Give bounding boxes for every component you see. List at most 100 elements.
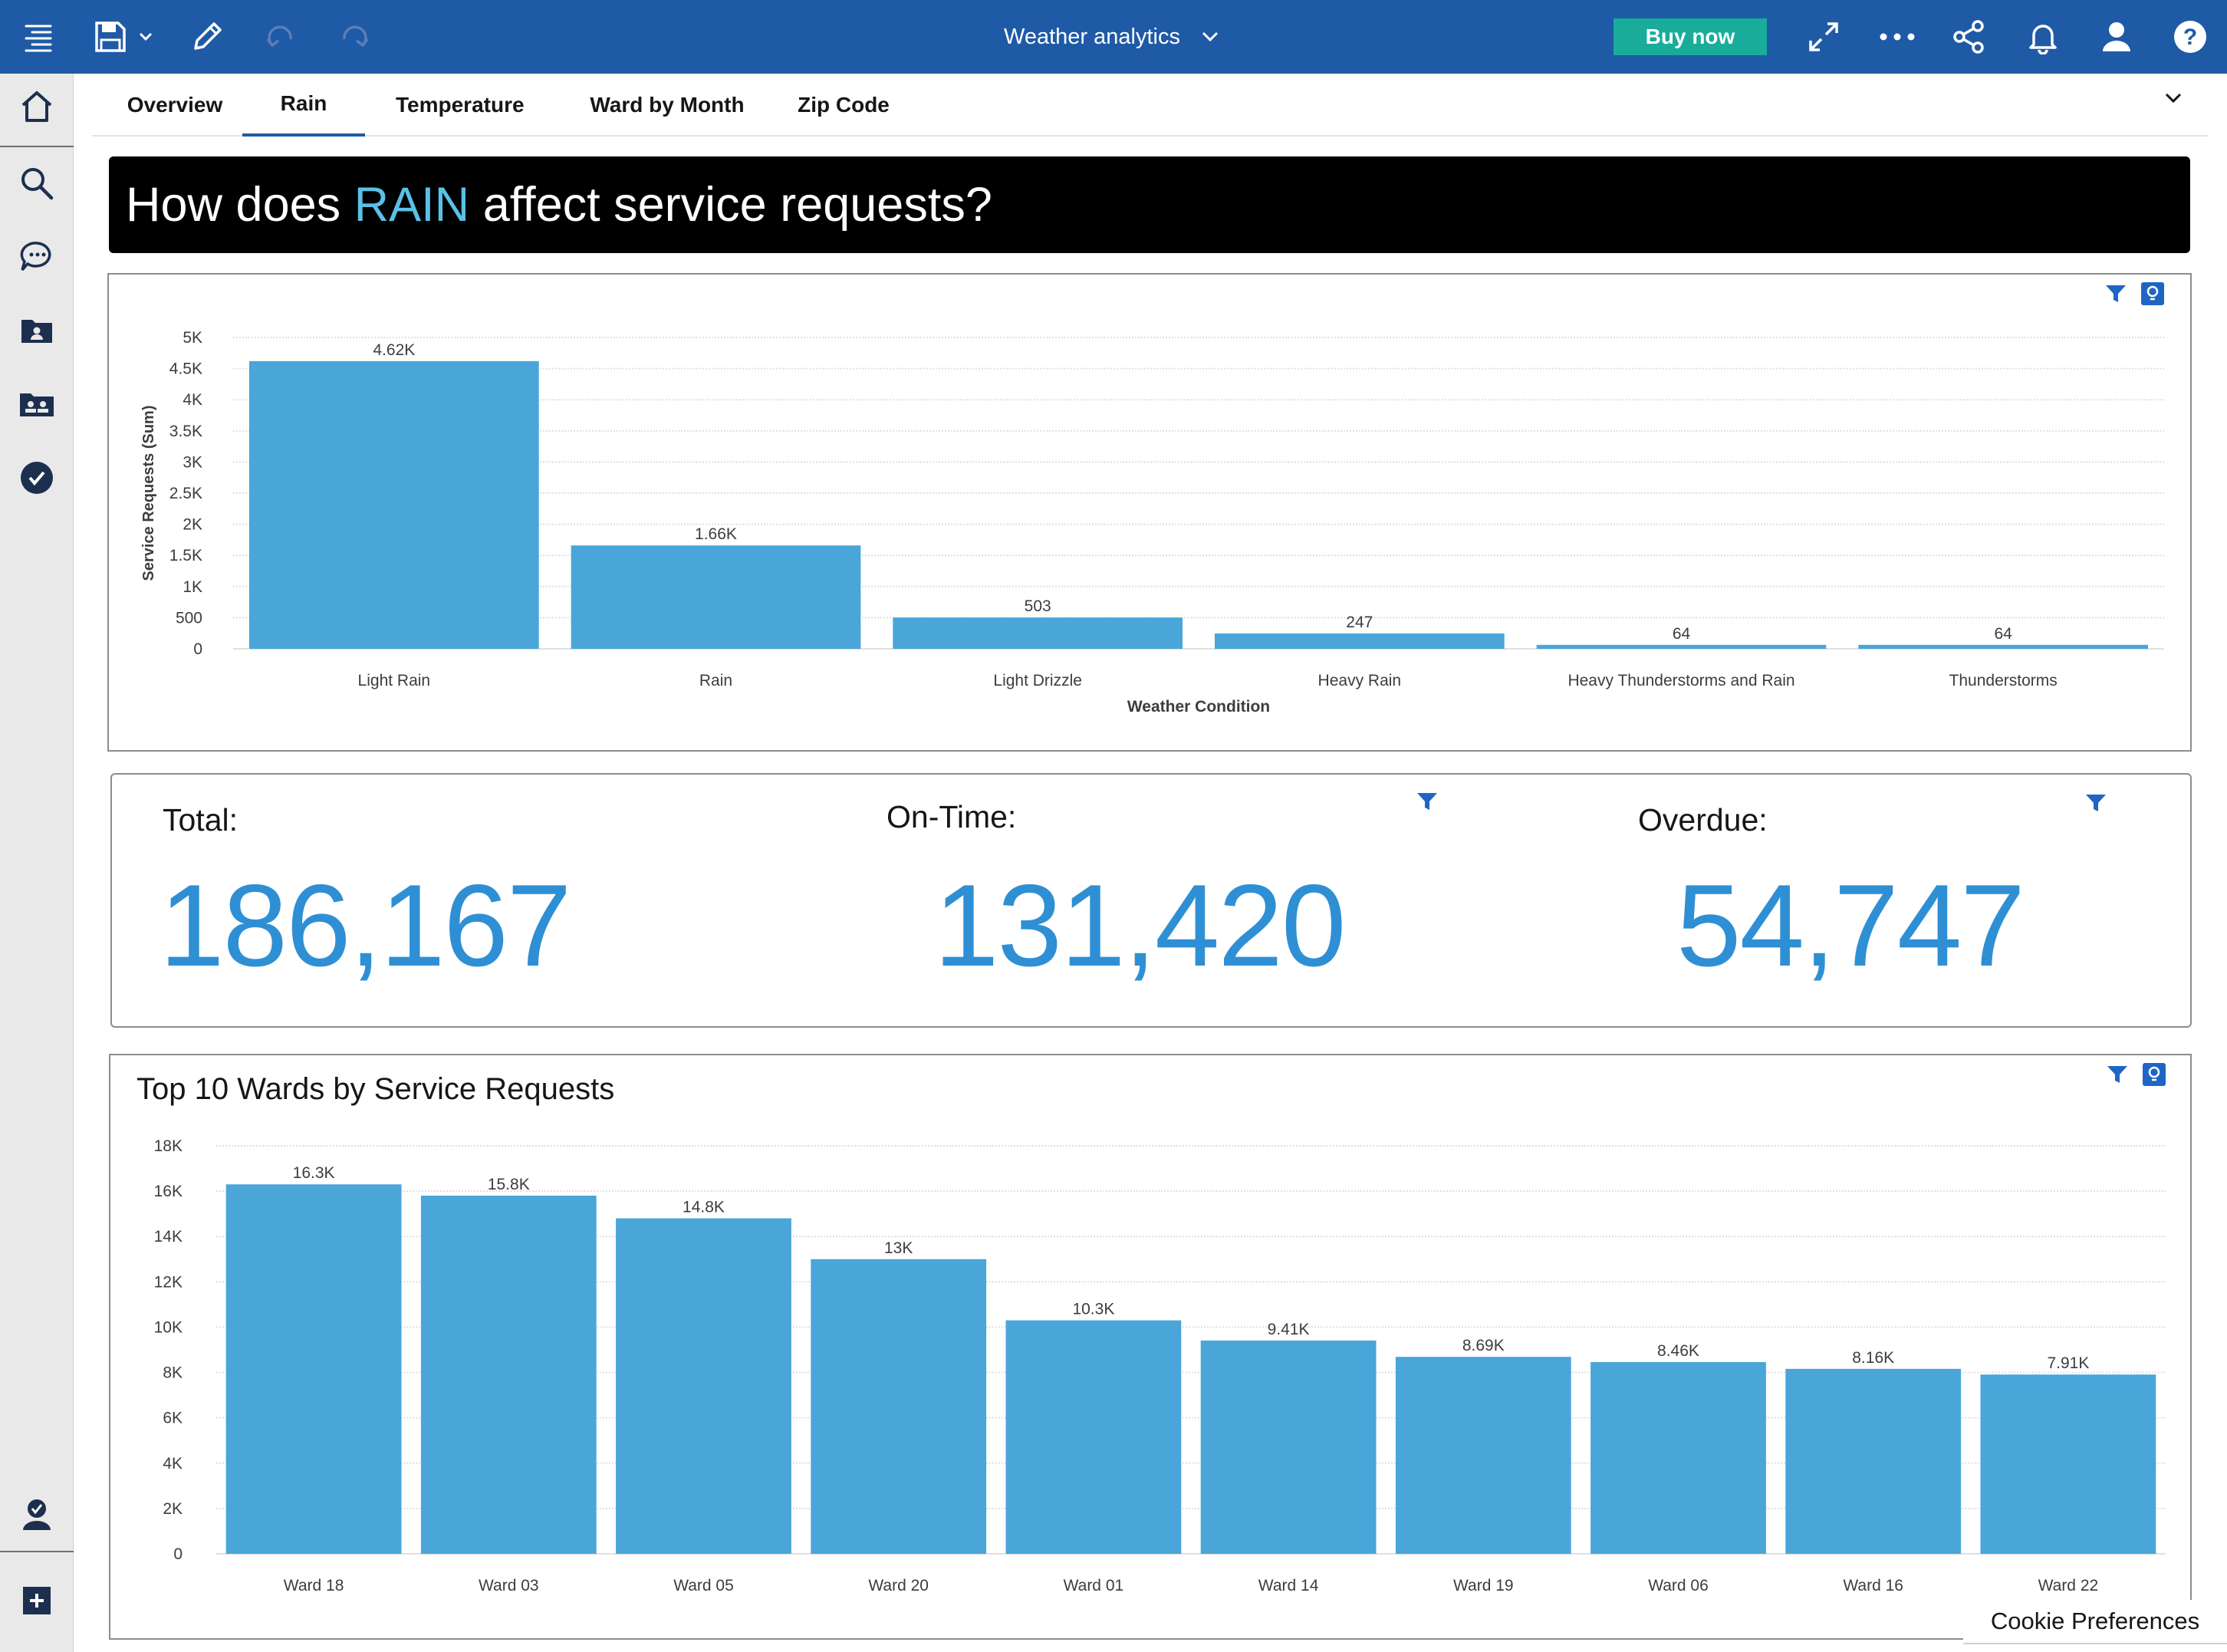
rain-chart: 0 500 1K 1.5K 2K 2.5K 3K 3.5K 4K 4.5K 5K 4.62K Light…: [140, 329, 2164, 716]
data-label: 4.62K: [373, 341, 415, 359]
data-label: 10.3K: [1072, 1301, 1114, 1318]
tab-overview[interactable]: Overview: [127, 93, 223, 117]
data-label: 64: [1673, 625, 1691, 643]
bar: [616, 1218, 791, 1554]
more-icon[interactable]: [1876, 0, 1919, 74]
app-title[interactable]: Weather analytics: [844, 0, 1380, 74]
save-icon[interactable]: [90, 0, 130, 74]
data-label: 503: [1025, 597, 1051, 615]
x-tick-label: Ward 18: [284, 1577, 344, 1594]
menu-icon[interactable]: [17, 0, 60, 74]
data-label: 7.91K: [2047, 1354, 2089, 1372]
data-label: 8.16K: [1852, 1349, 1894, 1367]
rail-divider: [0, 1551, 74, 1552]
x-tick-label: Ward 22: [2038, 1577, 2099, 1594]
top-bar: Weather analytics Buy now ?: [0, 0, 2227, 74]
tab-ward-by-month[interactable]: Ward by Month: [590, 93, 745, 117]
kpi-panel: Total: 186,167 On-Time: 131,420 Overdue:…: [110, 773, 2192, 1028]
people-icon[interactable]: [0, 371, 74, 437]
filter-icon[interactable]: [2083, 790, 2109, 816]
wards-chart-panel: Top 10 Wards by Service Requests 0 2K 4K 6K…: [109, 1054, 2192, 1640]
user-check-icon[interactable]: [0, 1482, 74, 1548]
data-label: 15.8K: [488, 1176, 530, 1193]
insight-icon[interactable]: [2141, 1061, 2167, 1088]
cookie-preferences-link[interactable]: Cookie Preferences: [1963, 1600, 2227, 1644]
bar: [893, 617, 1183, 649]
bar: [225, 1184, 402, 1554]
x-axis-label: Weather Condition: [1127, 698, 1270, 716]
y-tick-label: 10K: [154, 1318, 183, 1336]
folder-user-icon[interactable]: [0, 298, 74, 364]
x-tick-label: Thunderstorms: [1949, 672, 2058, 689]
filter-icon[interactable]: [2104, 1061, 2130, 1088]
y-tick-label: 16K: [154, 1183, 183, 1200]
bar: [248, 360, 539, 649]
bar: [420, 1196, 597, 1554]
y-tick-label: 1.5K: [169, 547, 202, 564]
kpi-on-time-label: On-Time:: [887, 799, 1017, 834]
x-tick-label: Ward 06: [1648, 1577, 1709, 1594]
buy-now-button[interactable]: Buy now: [1614, 18, 1767, 55]
y-tick-label: 18K: [154, 1137, 183, 1155]
check-circle-icon[interactable]: [0, 445, 74, 511]
bar: [1005, 1320, 1182, 1554]
x-tick-label: Heavy Rain: [1318, 672, 1402, 689]
undo-icon[interactable]: [261, 0, 301, 74]
tab-zip-code[interactable]: Zip Code: [798, 93, 890, 117]
y-tick-label: 6K: [163, 1410, 183, 1427]
y-tick-label: 14K: [154, 1228, 183, 1246]
filter-icon[interactable]: [2103, 281, 2129, 307]
y-tick-label: 2.5K: [169, 485, 202, 502]
bar: [1858, 644, 2149, 649]
user-icon[interactable]: [2095, 0, 2138, 74]
chat-icon[interactable]: [0, 224, 74, 290]
share-icon[interactable]: [1948, 0, 1991, 74]
filter-icon[interactable]: [1414, 788, 1440, 814]
x-tick-label: Rain: [699, 672, 732, 689]
x-tick-label: Ward 03: [479, 1577, 539, 1594]
expand-icon[interactable]: [1802, 0, 1845, 74]
x-tick-label: Light Rain: [358, 672, 431, 689]
title-highlight: RAIN: [354, 178, 470, 232]
svg-text:?: ?: [2183, 25, 2197, 50]
pencil-icon[interactable]: [187, 0, 227, 74]
tab-rain[interactable]: Rain: [242, 74, 365, 137]
kpi-total-value: 186,167: [160, 861, 571, 991]
bar: [571, 545, 861, 649]
y-tick-label: 2K: [163, 1500, 183, 1518]
wards-chart: 0 2K 4K 6K 8K 10K 12K 14K 16K 18K 16.3K Ward 18 15.8…: [154, 1137, 2166, 1594]
x-tick-label: Ward 01: [1064, 1577, 1124, 1594]
tab-bar: Overview Rain Temperature Ward by Month …: [92, 74, 2209, 137]
redo-icon[interactable]: [334, 0, 374, 74]
home-icon[interactable]: [0, 74, 74, 140]
title-chevron-down-icon[interactable]: [1200, 27, 1220, 47]
rain-chart-panel: 0 500 1K 1.5K 2K 2.5K 3K 3.5K 4K 4.5K 5K 4.62K Light…: [107, 273, 2192, 752]
tab-temperature[interactable]: Temperature: [385, 74, 719, 137]
bar: [1536, 644, 1827, 649]
bar: [811, 1259, 987, 1554]
search-icon[interactable]: [0, 150, 74, 216]
add-icon[interactable]: [0, 1568, 74, 1634]
chevron-down-icon[interactable]: [135, 0, 156, 74]
help-icon[interactable]: ?: [2169, 0, 2212, 74]
y-tick-label: 8K: [163, 1364, 183, 1382]
bar: [1785, 1368, 1962, 1554]
bar: [1200, 1340, 1377, 1554]
data-label: 8.69K: [1462, 1337, 1505, 1354]
bar: [1214, 633, 1505, 649]
wards-chart-title: Top 10 Wards by Service Requests: [137, 1072, 615, 1106]
bell-icon[interactable]: [2021, 0, 2064, 74]
kpi-overdue-label: Overdue:: [1638, 802, 1768, 838]
y-tick-label: 12K: [154, 1273, 183, 1291]
kpi-overdue-value: 54,747: [1676, 861, 2025, 991]
data-label: 16.3K: [293, 1164, 335, 1182]
kpi-on-time-value: 131,420: [934, 861, 1346, 991]
y-tick-label: 3K: [183, 453, 202, 471]
y-tick-label: 5K: [183, 329, 202, 347]
y-axis-label: Service Requests (Sum): [140, 406, 157, 581]
y-tick-label: 4.5K: [169, 360, 202, 378]
y-tick-label: 2K: [183, 516, 202, 534]
tabs-chevron-down-icon[interactable]: [2158, 83, 2189, 114]
page-title: How does RAIN affect service requests?: [109, 156, 2190, 253]
insight-icon[interactable]: [2140, 281, 2166, 307]
